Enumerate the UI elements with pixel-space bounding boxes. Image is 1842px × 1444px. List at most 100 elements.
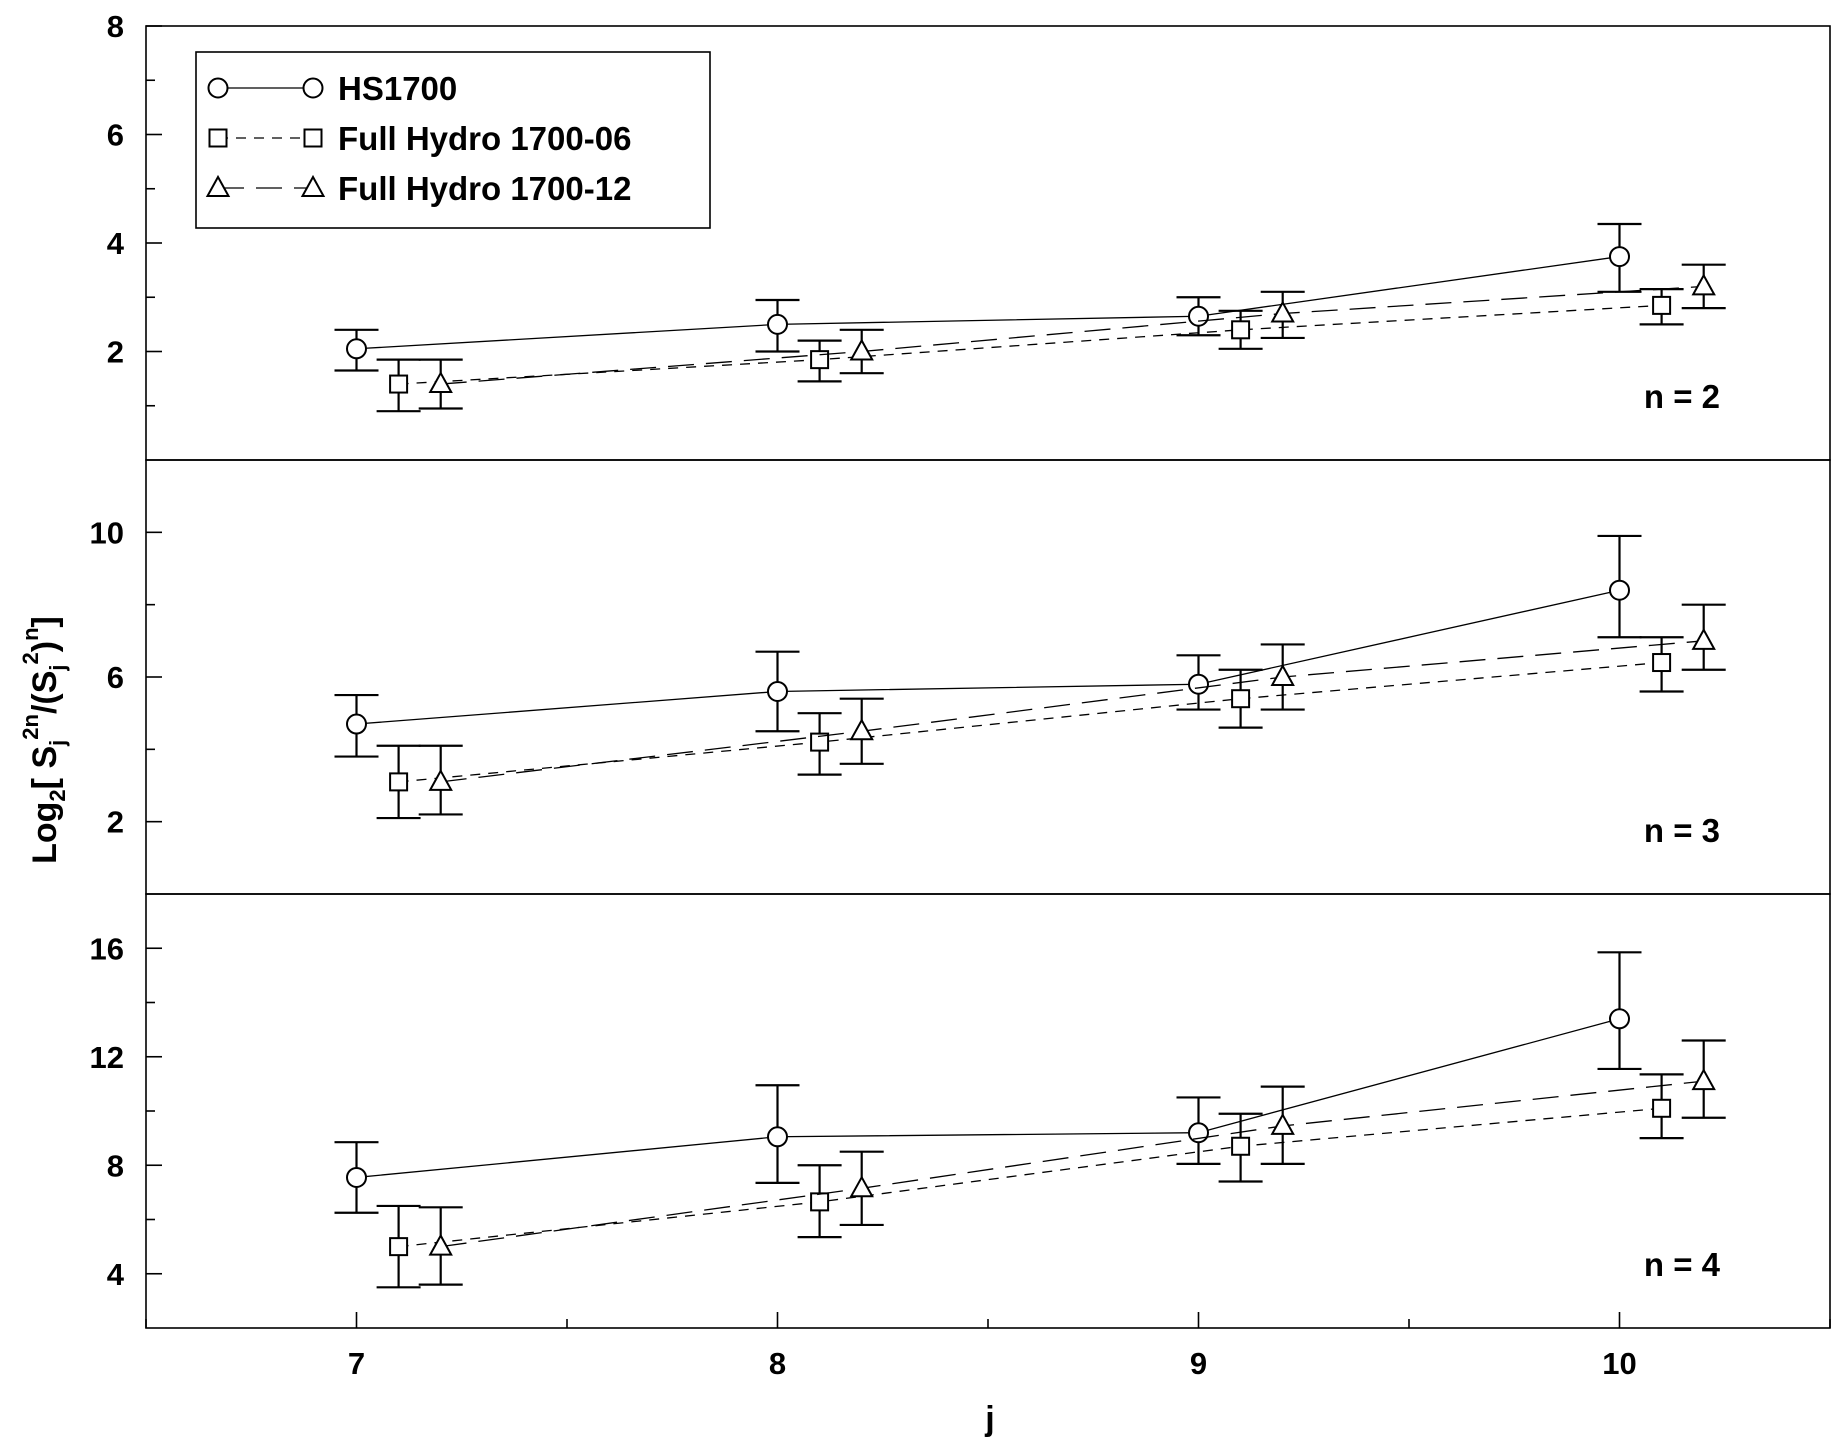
data-point xyxy=(1652,653,1672,673)
y-tick-label: 4 xyxy=(107,1257,125,1292)
data-point xyxy=(346,713,367,735)
y-tick-label: 8 xyxy=(107,1148,124,1183)
data-point xyxy=(1188,1122,1209,1144)
series-line xyxy=(440,1080,1704,1248)
y-title-close: ) xyxy=(26,641,64,652)
y-title-j2: j xyxy=(45,664,70,671)
series-2 xyxy=(376,1073,1684,1289)
data-point xyxy=(767,1126,788,1148)
series-line xyxy=(398,661,1662,783)
y-title-sub: 2 xyxy=(45,789,70,801)
data-point xyxy=(810,1192,830,1212)
legend-marker xyxy=(302,77,324,99)
x-tick-label: 10 xyxy=(1602,1346,1636,1381)
y-title-slash: /(S xyxy=(26,671,64,714)
data-point xyxy=(1188,305,1209,327)
data-point xyxy=(1652,1098,1672,1118)
panel-frame xyxy=(145,459,1831,895)
series-line xyxy=(398,1107,1662,1248)
data-point xyxy=(428,768,453,791)
y-title-base: Log xyxy=(26,802,64,864)
series-3 xyxy=(418,263,1726,410)
y-tick-label: 8 xyxy=(107,9,124,44)
data-point xyxy=(346,1166,367,1188)
y-axis-title: Log2[ Sj2n/(Sj2)n] xyxy=(18,616,70,864)
data-point xyxy=(1609,246,1630,268)
panel-annotation: n = 4 xyxy=(1644,1246,1721,1283)
data-point xyxy=(849,338,874,361)
y-tick-label: 2 xyxy=(107,335,124,370)
y-title-j1: j xyxy=(45,740,70,747)
y-title-sup1: 2n xyxy=(18,714,43,740)
x-tick-label: 9 xyxy=(1190,1346,1207,1381)
panel-2: 2 6 10 n = 3 xyxy=(90,459,1831,895)
y-tick-label: 2 xyxy=(107,805,124,840)
legend-box xyxy=(195,51,711,229)
legend-label: Full Hydro 1700-12 xyxy=(338,170,631,207)
y-title-sup2: 2 xyxy=(18,652,43,664)
x-axis: 7 8 9 10 xyxy=(145,1312,1831,1381)
y-title-bracket: ] xyxy=(26,616,64,627)
y-title-supn: n xyxy=(18,627,43,640)
data-point xyxy=(1231,320,1251,340)
data-point xyxy=(389,1237,409,1257)
data-point xyxy=(1691,627,1716,650)
data-point xyxy=(1270,1112,1295,1135)
legend-marker xyxy=(300,174,326,197)
legend-marker xyxy=(205,174,231,197)
legend-marker xyxy=(207,77,229,99)
legend: HS1700 Full Hydro 1700-06 Full Hydro 1700-… xyxy=(195,51,711,229)
x-tick-label: 8 xyxy=(769,1346,786,1381)
legend-label: Full Hydro 1700-06 xyxy=(338,120,631,157)
panel-annotation: n = 3 xyxy=(1644,812,1720,849)
data-point xyxy=(1270,663,1295,686)
data-point xyxy=(1188,673,1209,695)
data-point xyxy=(1270,300,1295,323)
x-axis-title: j xyxy=(984,1400,994,1438)
x-tick-label: 7 xyxy=(348,1346,365,1381)
y-tick-label: 6 xyxy=(107,118,124,153)
series-1 xyxy=(334,222,1642,372)
data-point xyxy=(1231,689,1251,709)
series-3 xyxy=(418,603,1726,816)
y-title-s1: S xyxy=(26,746,64,769)
series-line xyxy=(440,640,1704,783)
y-tick-label: 12 xyxy=(90,1040,124,1075)
series-1 xyxy=(334,951,1642,1214)
data-point xyxy=(1231,1136,1251,1156)
series-line xyxy=(398,304,1662,385)
y-tick-label: 10 xyxy=(90,515,124,550)
series-2 xyxy=(376,636,1684,820)
data-point xyxy=(810,732,830,752)
svg-text:Log2[ Sj2n/(Sj2)n]: Log2[ Sj2n/(Sj2)n] xyxy=(18,616,70,864)
data-point xyxy=(428,1233,453,1256)
series-line xyxy=(356,1018,1620,1179)
panel-3: 4 8 12 16 n = 4 xyxy=(90,893,1831,1329)
data-point xyxy=(1691,1068,1716,1091)
data-point xyxy=(767,680,788,702)
series-line xyxy=(356,589,1620,725)
series-1 xyxy=(334,534,1642,758)
data-point xyxy=(1691,273,1716,296)
series-3 xyxy=(418,1039,1726,1286)
series-line xyxy=(440,285,1704,385)
data-point xyxy=(1609,579,1630,601)
data-point xyxy=(428,370,453,394)
y-tick-label: 16 xyxy=(90,931,124,966)
legend-marker xyxy=(208,128,228,148)
series-line xyxy=(356,255,1620,350)
panel-annotation: n = 2 xyxy=(1644,378,1720,415)
y-tick-label: 4 xyxy=(107,226,125,261)
legend-label: HS1700 xyxy=(338,70,457,107)
data-point xyxy=(767,313,788,335)
y-tick-label: 6 xyxy=(107,660,124,695)
data-point xyxy=(849,1175,874,1198)
series-2 xyxy=(376,288,1684,413)
data-point xyxy=(1609,1008,1630,1030)
data-point xyxy=(346,338,367,360)
data-point xyxy=(389,374,409,394)
data-point xyxy=(389,772,409,792)
data-point xyxy=(1652,295,1672,315)
data-point xyxy=(849,718,874,741)
